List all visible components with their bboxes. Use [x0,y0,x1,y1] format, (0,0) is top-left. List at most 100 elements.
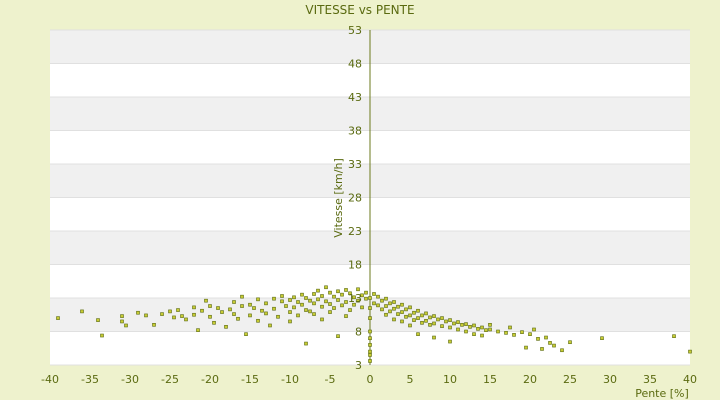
data-point [512,333,516,337]
data-point [364,296,368,301]
data-point [312,312,316,316]
y-tick-label: 18 [348,259,362,272]
y-tick-label: 13 [348,292,362,305]
data-point [288,319,292,324]
data-point [328,302,332,306]
data-point [348,291,352,296]
data-point [312,301,316,306]
data-point [152,322,156,327]
data-point [304,308,308,312]
data-point [440,324,444,328]
data-point [432,314,436,318]
data-point [332,294,336,299]
data-point [420,320,424,325]
data-point [352,295,356,300]
data-point [220,310,224,314]
y-tick-label: 38 [348,125,362,138]
y-tick-label: 28 [348,192,362,205]
y-tick-label: 33 [348,158,362,171]
data-point [244,332,248,336]
data-point [348,308,352,312]
data-point [508,325,512,330]
data-point [336,334,340,338]
x-tick-label: 30 [603,373,617,386]
x-tick-label: 40 [683,373,697,386]
data-point [504,331,508,335]
data-point [208,314,212,319]
data-point [416,308,420,313]
data-point [444,319,448,324]
data-point [520,330,524,334]
x-tick-label: 10 [443,373,457,386]
data-point [368,353,372,357]
data-point [472,332,476,336]
data-point [288,298,292,302]
data-point [368,316,372,320]
data-point [280,299,284,304]
x-tick-label: -15 [241,373,259,386]
data-point [160,312,164,316]
data-point [468,325,472,329]
data-point [212,320,216,325]
data-point [384,304,388,308]
data-point [120,314,124,318]
data-point [480,333,484,338]
data-point [448,325,452,330]
data-point [388,309,392,314]
data-point [464,329,468,334]
data-point [292,305,296,310]
data-point [228,307,232,312]
data-point [404,314,408,319]
data-points [56,285,692,363]
x-tick-label: -5 [325,373,336,386]
data-point [428,315,432,320]
data-point [344,314,348,318]
data-point [368,329,372,334]
data-point [408,305,412,310]
data-point [432,321,436,326]
data-point [488,327,492,332]
data-point [256,318,260,323]
data-point [340,292,344,297]
data-point [368,306,372,310]
x-tick-label: -25 [161,373,179,386]
data-point [360,293,364,298]
data-point [408,323,412,328]
data-point [248,302,252,307]
data-point [452,321,456,326]
data-point [400,310,404,314]
data-point [496,329,500,334]
x-tick-label: -20 [201,373,219,386]
data-point [368,296,372,300]
data-point [336,289,340,294]
x-tick-label: 25 [563,373,577,386]
data-point [528,332,532,336]
data-point [232,300,236,304]
data-point [400,319,404,324]
data-point [248,313,252,318]
data-point [568,340,572,345]
data-point [432,335,436,340]
data-point [360,305,364,310]
data-point [216,306,220,310]
data-point [456,327,460,332]
data-point [384,312,388,317]
data-point [252,306,256,310]
data-point [380,298,384,303]
data-point [168,309,172,314]
data-point [544,335,548,340]
data-point [264,301,268,306]
data-point [540,347,544,351]
data-point [172,315,176,320]
data-point [416,316,420,320]
data-point [688,349,692,354]
data-point [412,310,416,315]
data-point [336,298,340,302]
data-point [264,311,268,316]
data-point [232,312,236,316]
data-point [204,298,208,303]
data-point [364,290,368,295]
data-point [144,313,148,318]
data-point [192,312,196,317]
